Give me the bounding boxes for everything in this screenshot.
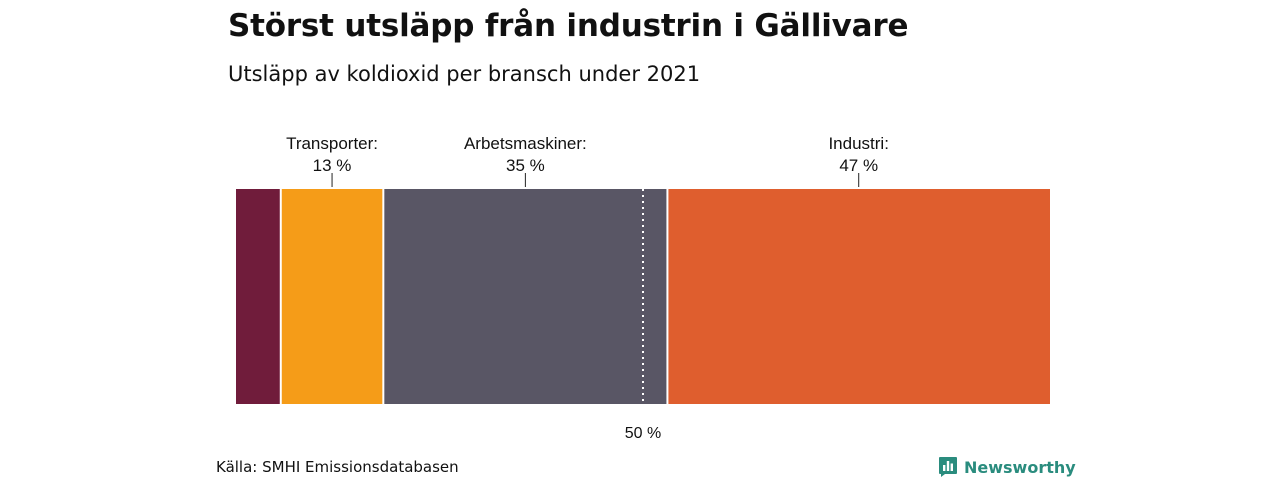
segment-label-value: 13 % <box>313 156 352 175</box>
stacked-bar-chart: Transporter: 13 % Arbetsmaskiner: 35 % Indus… <box>236 134 1050 442</box>
segment-label-value: 35 % <box>506 156 545 175</box>
newsworthy-logo-icon <box>939 457 957 477</box>
brand-name: Newsworthy <box>964 457 1076 477</box>
chart-subtitle: Utsläpp av koldioxid per bransch under 2… <box>228 62 701 86</box>
bar-segment <box>383 189 668 404</box>
chart-title: Störst utsläpp från industrin i Gällivar… <box>228 8 909 44</box>
segment-label-name: Transporter: <box>286 134 378 153</box>
source-note: Källa: SMHI Emissionsdatabasen <box>216 458 459 476</box>
segment-label-name: Arbetsmaskiner: <box>464 134 587 153</box>
bar-segment <box>667 189 1050 404</box>
reference-line-label: 50 % <box>625 425 661 442</box>
segment-label-name: Industri: <box>828 134 888 153</box>
segment-label-value: 47 % <box>839 156 878 175</box>
brand-logo: Newsworthy <box>938 456 1076 478</box>
bar-segment <box>280 189 384 404</box>
bar-segment <box>236 189 281 404</box>
